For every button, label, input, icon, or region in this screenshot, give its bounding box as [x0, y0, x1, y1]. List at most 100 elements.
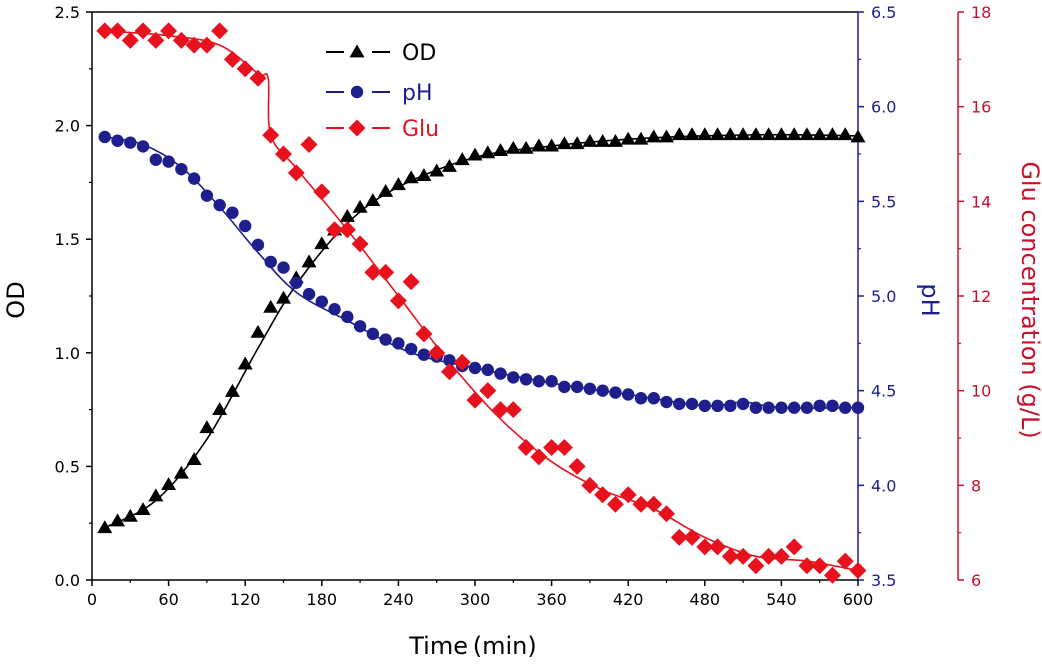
ph-point [634, 392, 648, 405]
ph-point [404, 342, 418, 356]
y-right1-tick-label: 4.0 [871, 476, 896, 495]
od-point [531, 138, 547, 152]
x-tick-label: 360 [536, 590, 567, 609]
glu-point [785, 538, 803, 556]
od-point [110, 513, 126, 527]
y-left-tick-label: 0.5 [55, 457, 80, 476]
ph-point [149, 153, 163, 166]
od-point [518, 140, 534, 154]
glu-point [326, 221, 344, 239]
glu-point [798, 557, 816, 575]
ph-point [839, 401, 852, 414]
od-point [301, 254, 317, 268]
glu-point [109, 22, 127, 40]
y-right1-axis-title: pH [916, 283, 944, 316]
ph-point [609, 386, 622, 399]
glu-point [249, 69, 267, 87]
od-point [582, 134, 598, 147]
ph-point [277, 261, 290, 274]
ph-point [302, 287, 316, 301]
od-point [761, 127, 777, 141]
ph-point [417, 348, 431, 361]
y-right2-tick-label: 8 [971, 476, 981, 495]
od-point [250, 324, 266, 338]
y-right1-tick-label: 3.5 [871, 571, 896, 590]
legend-label-ph: pH [402, 81, 433, 106]
ph-point [392, 337, 405, 350]
ph-point [724, 399, 737, 413]
glu-point [606, 495, 624, 513]
ph-point [341, 310, 354, 324]
ph-point [583, 382, 597, 395]
od-point [339, 208, 355, 222]
glu-point [811, 557, 829, 575]
glu-point [747, 557, 765, 575]
glu-point [543, 438, 561, 456]
y-right1-tick-label: 5.0 [871, 287, 896, 306]
ph-point [328, 303, 341, 316]
od-point [799, 127, 815, 141]
od-point [441, 158, 457, 172]
x-axis-title: Time (min) [408, 632, 537, 660]
y-left-tick-label: 1.0 [55, 344, 80, 363]
ph-point [443, 354, 456, 367]
glu-point [734, 547, 752, 565]
glu-point [466, 391, 484, 409]
legend-marker-od [349, 44, 365, 58]
glu-point [632, 495, 650, 513]
x-tick-label: 420 [613, 590, 644, 609]
od-point [671, 127, 687, 141]
ph-point [353, 320, 367, 333]
glu-point [300, 136, 318, 154]
glu-point [581, 476, 599, 494]
y-right2-tick-label: 10 [971, 382, 991, 401]
ph-point [673, 397, 686, 411]
y-left-tick-label: 2.0 [55, 117, 80, 136]
ph-point [596, 384, 609, 397]
od-point [365, 193, 381, 206]
od-point [620, 131, 636, 145]
ph-point [545, 375, 558, 388]
ph-point [213, 198, 226, 212]
glu-point [134, 22, 152, 40]
ph-point [136, 140, 150, 153]
glu-point [415, 325, 433, 343]
ph-point [800, 401, 814, 414]
y-right2-tick-label: 16 [971, 98, 991, 117]
od-point [378, 183, 394, 197]
od-point [786, 127, 802, 141]
ph-point [736, 397, 750, 411]
glu-point [223, 50, 241, 68]
od-point [186, 452, 202, 465]
od-point [390, 177, 406, 191]
x-tick-label: 480 [690, 590, 721, 609]
x-tick-label: 0 [87, 590, 97, 609]
od-point [135, 502, 151, 515]
glu-point [479, 382, 497, 400]
od-point [505, 140, 521, 154]
glu-point [568, 457, 586, 475]
od-point [454, 152, 470, 166]
glu-point [555, 438, 573, 456]
y-left-tick-label: 2.5 [55, 3, 80, 22]
glu-point [160, 22, 178, 40]
glu-point [147, 31, 165, 49]
x-tick-label: 120 [230, 590, 261, 609]
od-point [684, 127, 700, 141]
ph-point [226, 206, 239, 219]
od-point [429, 163, 445, 177]
ph-point [98, 130, 111, 144]
x-tick-label: 60 [158, 590, 178, 609]
glu-point [402, 273, 420, 291]
y-right2-tick-label: 14 [971, 192, 991, 211]
od-point [314, 236, 330, 250]
glu-point [389, 292, 407, 310]
glu-point [236, 60, 254, 78]
ph-point [507, 371, 520, 384]
x-tick-label: 300 [460, 590, 491, 609]
od-point [493, 143, 509, 156]
ph-point [558, 380, 571, 394]
ph-point [379, 333, 392, 346]
legend-marker-glu [348, 119, 366, 137]
y-right2-tick-label: 18 [971, 3, 991, 22]
